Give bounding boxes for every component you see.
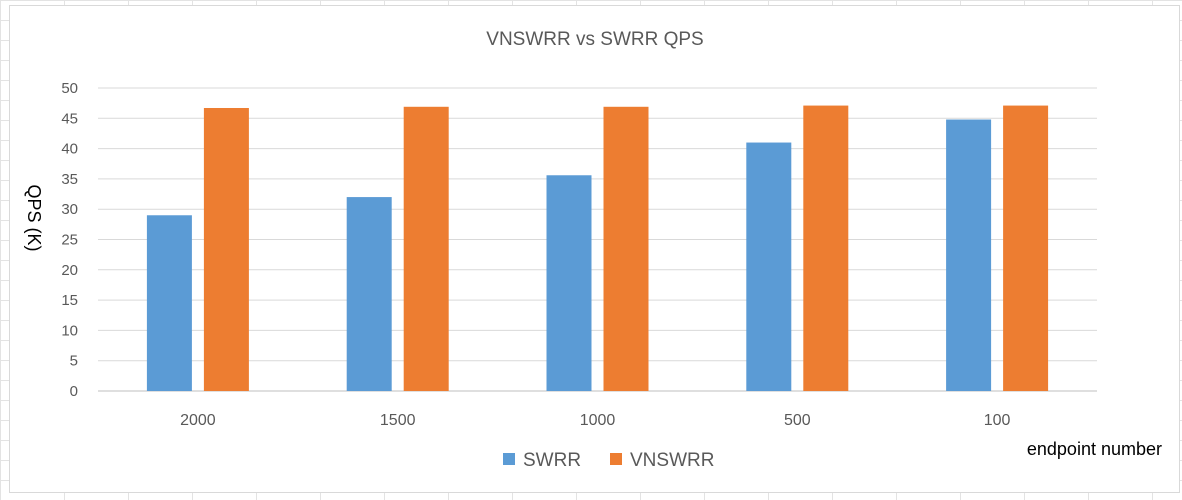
bar-swrr-1000 xyxy=(546,175,592,391)
y-tick-label: 20 xyxy=(61,262,78,279)
y-tick-label: 50 xyxy=(61,80,78,97)
x-axis-label: endpoint number xyxy=(1027,439,1162,459)
y-tick-label: 10 xyxy=(61,322,78,339)
y-tick-label: 5 xyxy=(70,353,78,370)
bar-vnswrr-500 xyxy=(803,105,849,391)
bar-vnswrr-1000 xyxy=(603,106,649,391)
legend-swatch-swrr xyxy=(503,453,515,465)
bar-swrr-100 xyxy=(946,119,992,392)
legend-label-vnswrr: VNSWRR xyxy=(630,450,714,471)
legend: SWRR VNSWRR xyxy=(503,450,714,471)
x-category-label: 500 xyxy=(784,412,811,429)
chart-title: VNSWRR vs SWRR QPS xyxy=(486,29,703,50)
y-tick-label: 35 xyxy=(61,171,78,188)
bar-swrr-500 xyxy=(746,142,792,391)
y-tick-label: 45 xyxy=(61,110,78,127)
bar-swrr-1500 xyxy=(346,197,392,391)
legend-label-swrr: SWRR xyxy=(523,450,581,471)
y-axis-label: QPS (K) xyxy=(24,184,44,251)
y-tick-label: 15 xyxy=(61,292,78,309)
y-tick-label: 40 xyxy=(61,141,78,158)
gridlines xyxy=(98,87,1097,392)
y-tick-label: 0 xyxy=(70,383,78,400)
y-tick-label: 30 xyxy=(61,201,78,218)
y-axis-ticks: 0 5 10 15 20 25 30 35 40 45 50 xyxy=(61,80,78,400)
bars xyxy=(146,105,1049,392)
x-category-label: 2000 xyxy=(180,412,216,429)
y-tick-label: 25 xyxy=(61,232,78,249)
bar-swrr-2000 xyxy=(146,215,192,391)
legend-swatch-vnswrr xyxy=(610,453,622,465)
bar-vnswrr-1500 xyxy=(403,106,449,391)
bar-vnswrr-2000 xyxy=(203,107,249,392)
bar-vnswrr-100 xyxy=(1003,105,1049,391)
x-category-label: 1000 xyxy=(580,412,616,429)
x-axis-categories: 2000 1500 1000 500 100 xyxy=(180,412,1010,429)
x-category-label: 100 xyxy=(984,412,1011,429)
x-category-label: 1500 xyxy=(380,412,416,429)
